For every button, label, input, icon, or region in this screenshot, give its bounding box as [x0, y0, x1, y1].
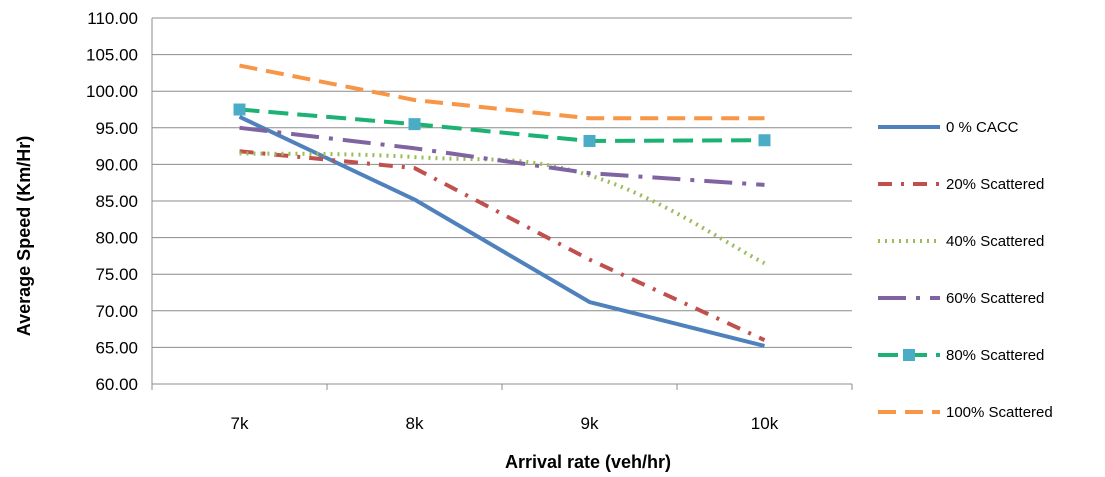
gridlines — [152, 17, 852, 385]
legend-item-1-label: 20% Scattered — [946, 176, 1044, 193]
legend: 0 % CACC 20% Scattered 40% Scattered 60% Sc… — [878, 119, 1053, 421]
series-4-marker — [583, 134, 596, 147]
x-tick-label: 10k — [751, 414, 779, 433]
legend-item-4-marker — [903, 349, 915, 361]
y-tick-label: 95.00 — [95, 119, 138, 138]
y-tick-label: 60.00 — [95, 375, 138, 394]
y-tick-label: 90.00 — [95, 155, 138, 174]
y-tick-label: 100.00 — [86, 82, 138, 101]
series-0-line — [238, 115, 765, 348]
series-3-line — [239, 125, 765, 187]
x-tick-label: 8k — [406, 414, 424, 433]
series-lines — [233, 63, 771, 348]
series-4-marker — [758, 134, 771, 147]
x-axis-title: Arrival rate (veh/hr) — [505, 452, 671, 472]
y-tick-label: 85.00 — [95, 192, 138, 211]
y-axis-ticks: 60.00 65.00 70.00 75.00 80.00 85.00 90.00 95.00… — [86, 9, 138, 394]
series-4-marker — [408, 118, 421, 131]
x-axis-ticks: 7k 8k 9k 10k — [231, 414, 779, 433]
y-tick-label: 75.00 — [95, 265, 138, 284]
series-4-marker — [233, 103, 246, 116]
series-2-line — [239, 151, 766, 266]
x-tick-label: 9k — [581, 414, 599, 433]
series-1-line — [239, 149, 766, 342]
x-tick-label: 7k — [231, 414, 249, 433]
y-tick-label: 110.00 — [87, 9, 138, 28]
y-tick-label: 105.00 — [86, 46, 138, 65]
legend-item-4-label: 80% Scattered — [946, 347, 1044, 364]
y-axis-title: Average Speed (Km/Hr) — [14, 136, 34, 336]
legend-item-5-label: 100% Scattered — [946, 404, 1053, 421]
legend-item-0-label: 0 % CACC — [946, 119, 1019, 136]
series-5-line — [239, 63, 765, 121]
axes — [151, 18, 853, 390]
y-tick-label: 80.00 — [95, 229, 138, 248]
legend-item-3-label: 60% Scattered — [946, 290, 1044, 307]
legend-item-2-label: 40% Scattered — [946, 233, 1044, 250]
y-tick-label: 70.00 — [95, 302, 138, 321]
series-4-line — [239, 107, 765, 143]
y-tick-label: 65.00 — [95, 338, 138, 357]
